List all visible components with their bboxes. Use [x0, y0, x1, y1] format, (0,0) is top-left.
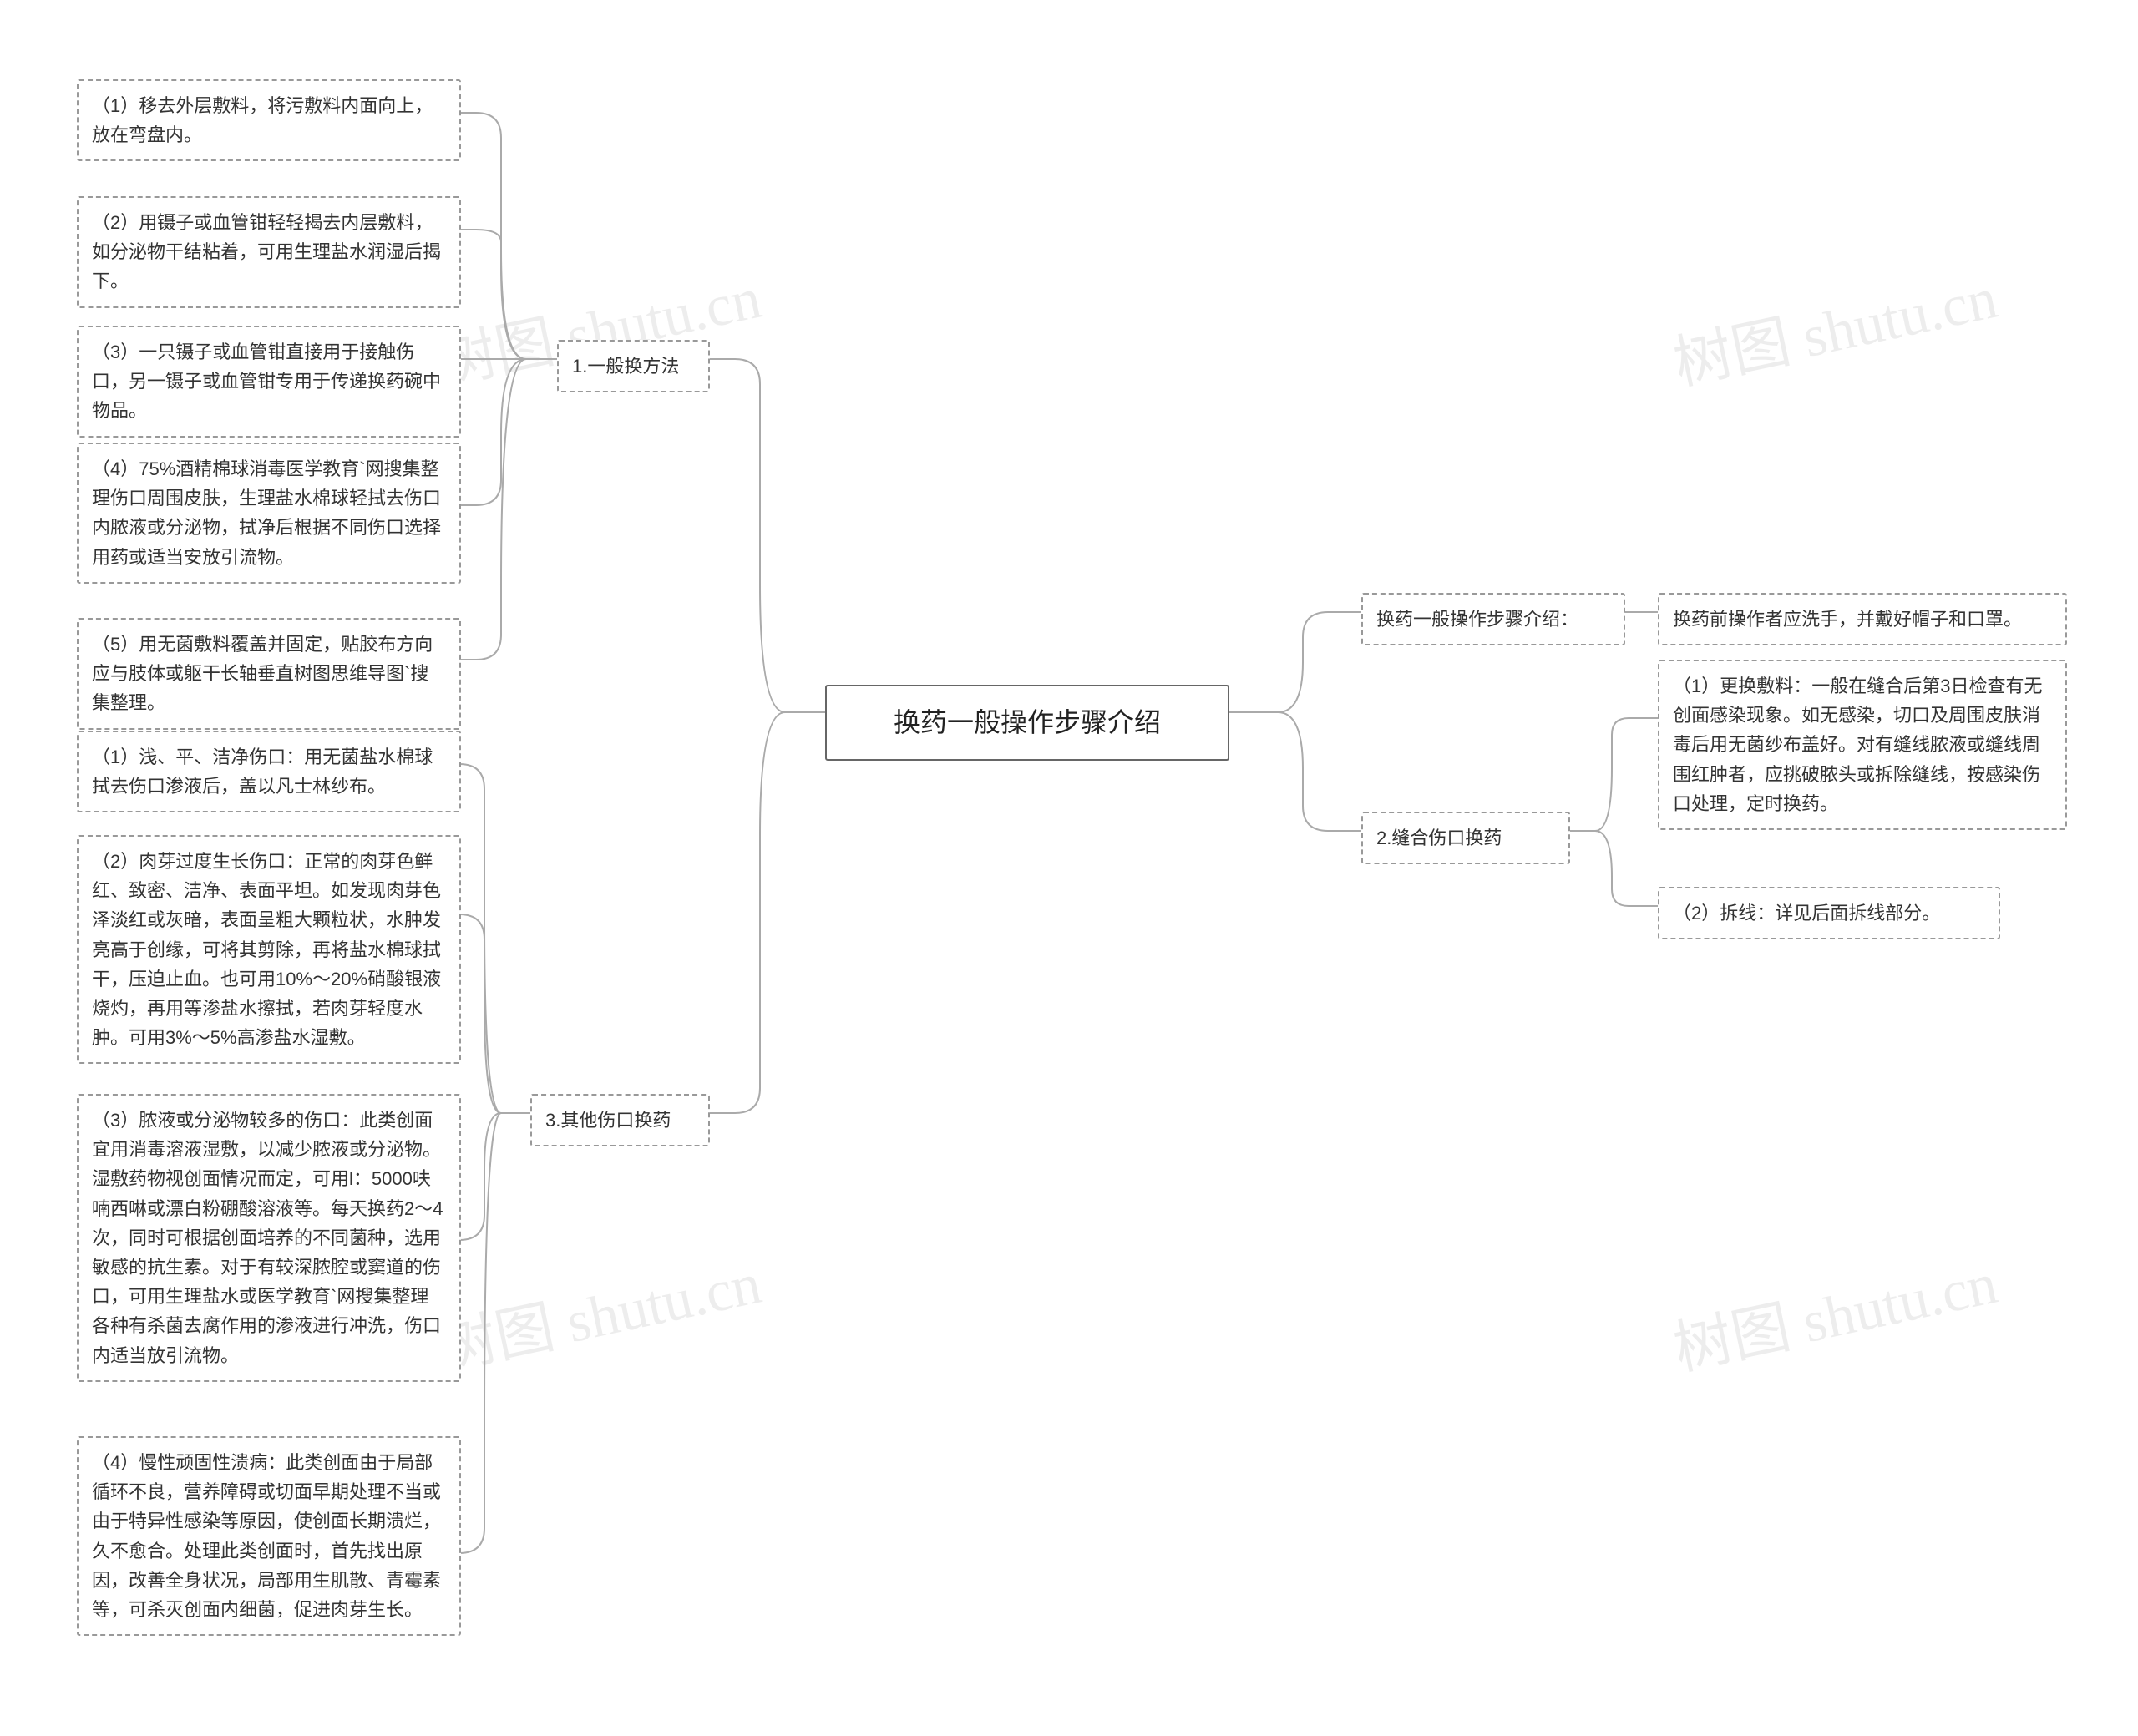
node-l3-4-label: （4）慢性顽固性溃病：此类创面由于局部循环不良，营养障碍或切面早期处理不当或由于… — [92, 1452, 441, 1620]
node-r1-1-label: 换药前操作者应洗手，并戴好帽子和口罩。 — [1673, 609, 2022, 630]
node-l1-5[interactable]: （5）用无菌敷料覆盖并固定，贴胶布方向应与肢体或躯干长轴垂直树图思维导图`搜集整… — [77, 618, 461, 730]
watermark: 树图 shutu.cn — [1665, 1236, 2004, 1386]
node-l3-label: 3.其他伤口换药 — [545, 1110, 671, 1131]
node-l3-1[interactable]: （1）浅、平、洁净伤口：用无菌盐水棉球拭去伤口渗液后，盖以凡士林纱布。 — [77, 731, 461, 812]
node-r2-2-label: （2）拆线：详见后面拆线部分。 — [1673, 903, 1940, 924]
node-r1-1[interactable]: 换药前操作者应洗手，并戴好帽子和口罩。 — [1658, 593, 2067, 645]
node-l1-4[interactable]: （4）75%酒精棉球消毒医学教育`网搜集整理伤口周围皮肤，生理盐水棉球轻拭去伤口… — [77, 443, 461, 584]
node-l1-3-label: （3）一只镊子或血管钳直接用于接触伤口，另一镊子或血管钳专用于传递换药碗中物品。 — [92, 342, 441, 421]
mindmap-canvas: 树图 shutu.cn 树图 shutu.cn 树图 shutu.cn 树图 s… — [0, 0, 2138, 1736]
node-l3-3-label: （3）脓液或分泌物较多的伤口：此类创面宜用消毒溶液湿敷，以减少脓液或分泌物。湿敷… — [92, 1110, 443, 1366]
node-l1-1[interactable]: （1）移去外层敷料，将污敷料内面向上，放在弯盘内。 — [77, 79, 461, 161]
node-l1-2[interactable]: （2）用镊子或血管钳轻轻揭去内层敷料，如分泌物干结粘着，可用生理盐水润湿后揭下。 — [77, 196, 461, 308]
node-l1-5-label: （5）用无菌敷料覆盖并固定，贴胶布方向应与肢体或躯干长轴垂直树图思维导图`搜集整… — [92, 634, 433, 713]
node-l3-2[interactable]: （2）肉芽过度生长伤口：正常的肉芽色鲜红、致密、洁净、表面平坦。如发现肉芽色泽淡… — [77, 835, 461, 1064]
node-l3-3[interactable]: （3）脓液或分泌物较多的伤口：此类创面宜用消毒溶液湿敷，以减少脓液或分泌物。湿敷… — [77, 1094, 461, 1382]
center-node[interactable]: 换药一般操作步骤介绍 — [825, 685, 1229, 761]
node-l1-4-label: （4）75%酒精棉球消毒医学教育`网搜集整理伤口周围皮肤，生理盐水棉球轻拭去伤口… — [92, 458, 441, 568]
center-label: 换药一般操作步骤介绍 — [894, 707, 1161, 737]
node-r2-1[interactable]: （1）更换敷料：一般在缝合后第3日检查有无创面感染现象。如无感染，切口及周围皮肤… — [1658, 660, 2067, 830]
node-l1-3[interactable]: （3）一只镊子或血管钳直接用于接触伤口，另一镊子或血管钳专用于传递换药碗中物品。 — [77, 326, 461, 438]
watermark: 树图 shutu.cn — [1665, 251, 2004, 401]
node-l1-2-label: （2）用镊子或血管钳轻轻揭去内层敷料，如分泌物干结粘着，可用生理盐水润湿后揭下。 — [92, 212, 441, 291]
node-l3-1-label: （1）浅、平、洁净伤口：用无菌盐水棉球拭去伤口渗液后，盖以凡士林纱布。 — [92, 747, 433, 797]
node-r1-label: 换药一般操作步骤介绍： — [1376, 609, 1578, 630]
node-r2[interactable]: 2.缝合伤口换药 — [1361, 812, 1570, 864]
node-l1[interactable]: 1.一般换方法 — [557, 340, 710, 392]
node-r1[interactable]: 换药一般操作步骤介绍： — [1361, 593, 1625, 645]
watermark: 树图 shutu.cn — [429, 1236, 768, 1386]
node-r2-1-label: （1）更换敷料：一般在缝合后第3日检查有无创面感染现象。如无感染，切口及周围皮肤… — [1673, 676, 2042, 814]
node-l1-1-label: （1）移去外层敷料，将污敷料内面向上，放在弯盘内。 — [92, 95, 433, 145]
node-r2-label: 2.缝合伤口换药 — [1376, 828, 1502, 848]
node-l3-4[interactable]: （4）慢性顽固性溃病：此类创面由于局部循环不良，营养障碍或切面早期处理不当或由于… — [77, 1436, 461, 1636]
node-r2-2[interactable]: （2）拆线：详见后面拆线部分。 — [1658, 887, 2000, 939]
node-l1-label: 1.一般换方法 — [572, 356, 679, 377]
node-l3-2-label: （2）肉芽过度生长伤口：正常的肉芽色鲜红、致密、洁净、表面平坦。如发现肉芽色泽淡… — [92, 851, 441, 1048]
node-l3[interactable]: 3.其他伤口换药 — [530, 1094, 710, 1146]
